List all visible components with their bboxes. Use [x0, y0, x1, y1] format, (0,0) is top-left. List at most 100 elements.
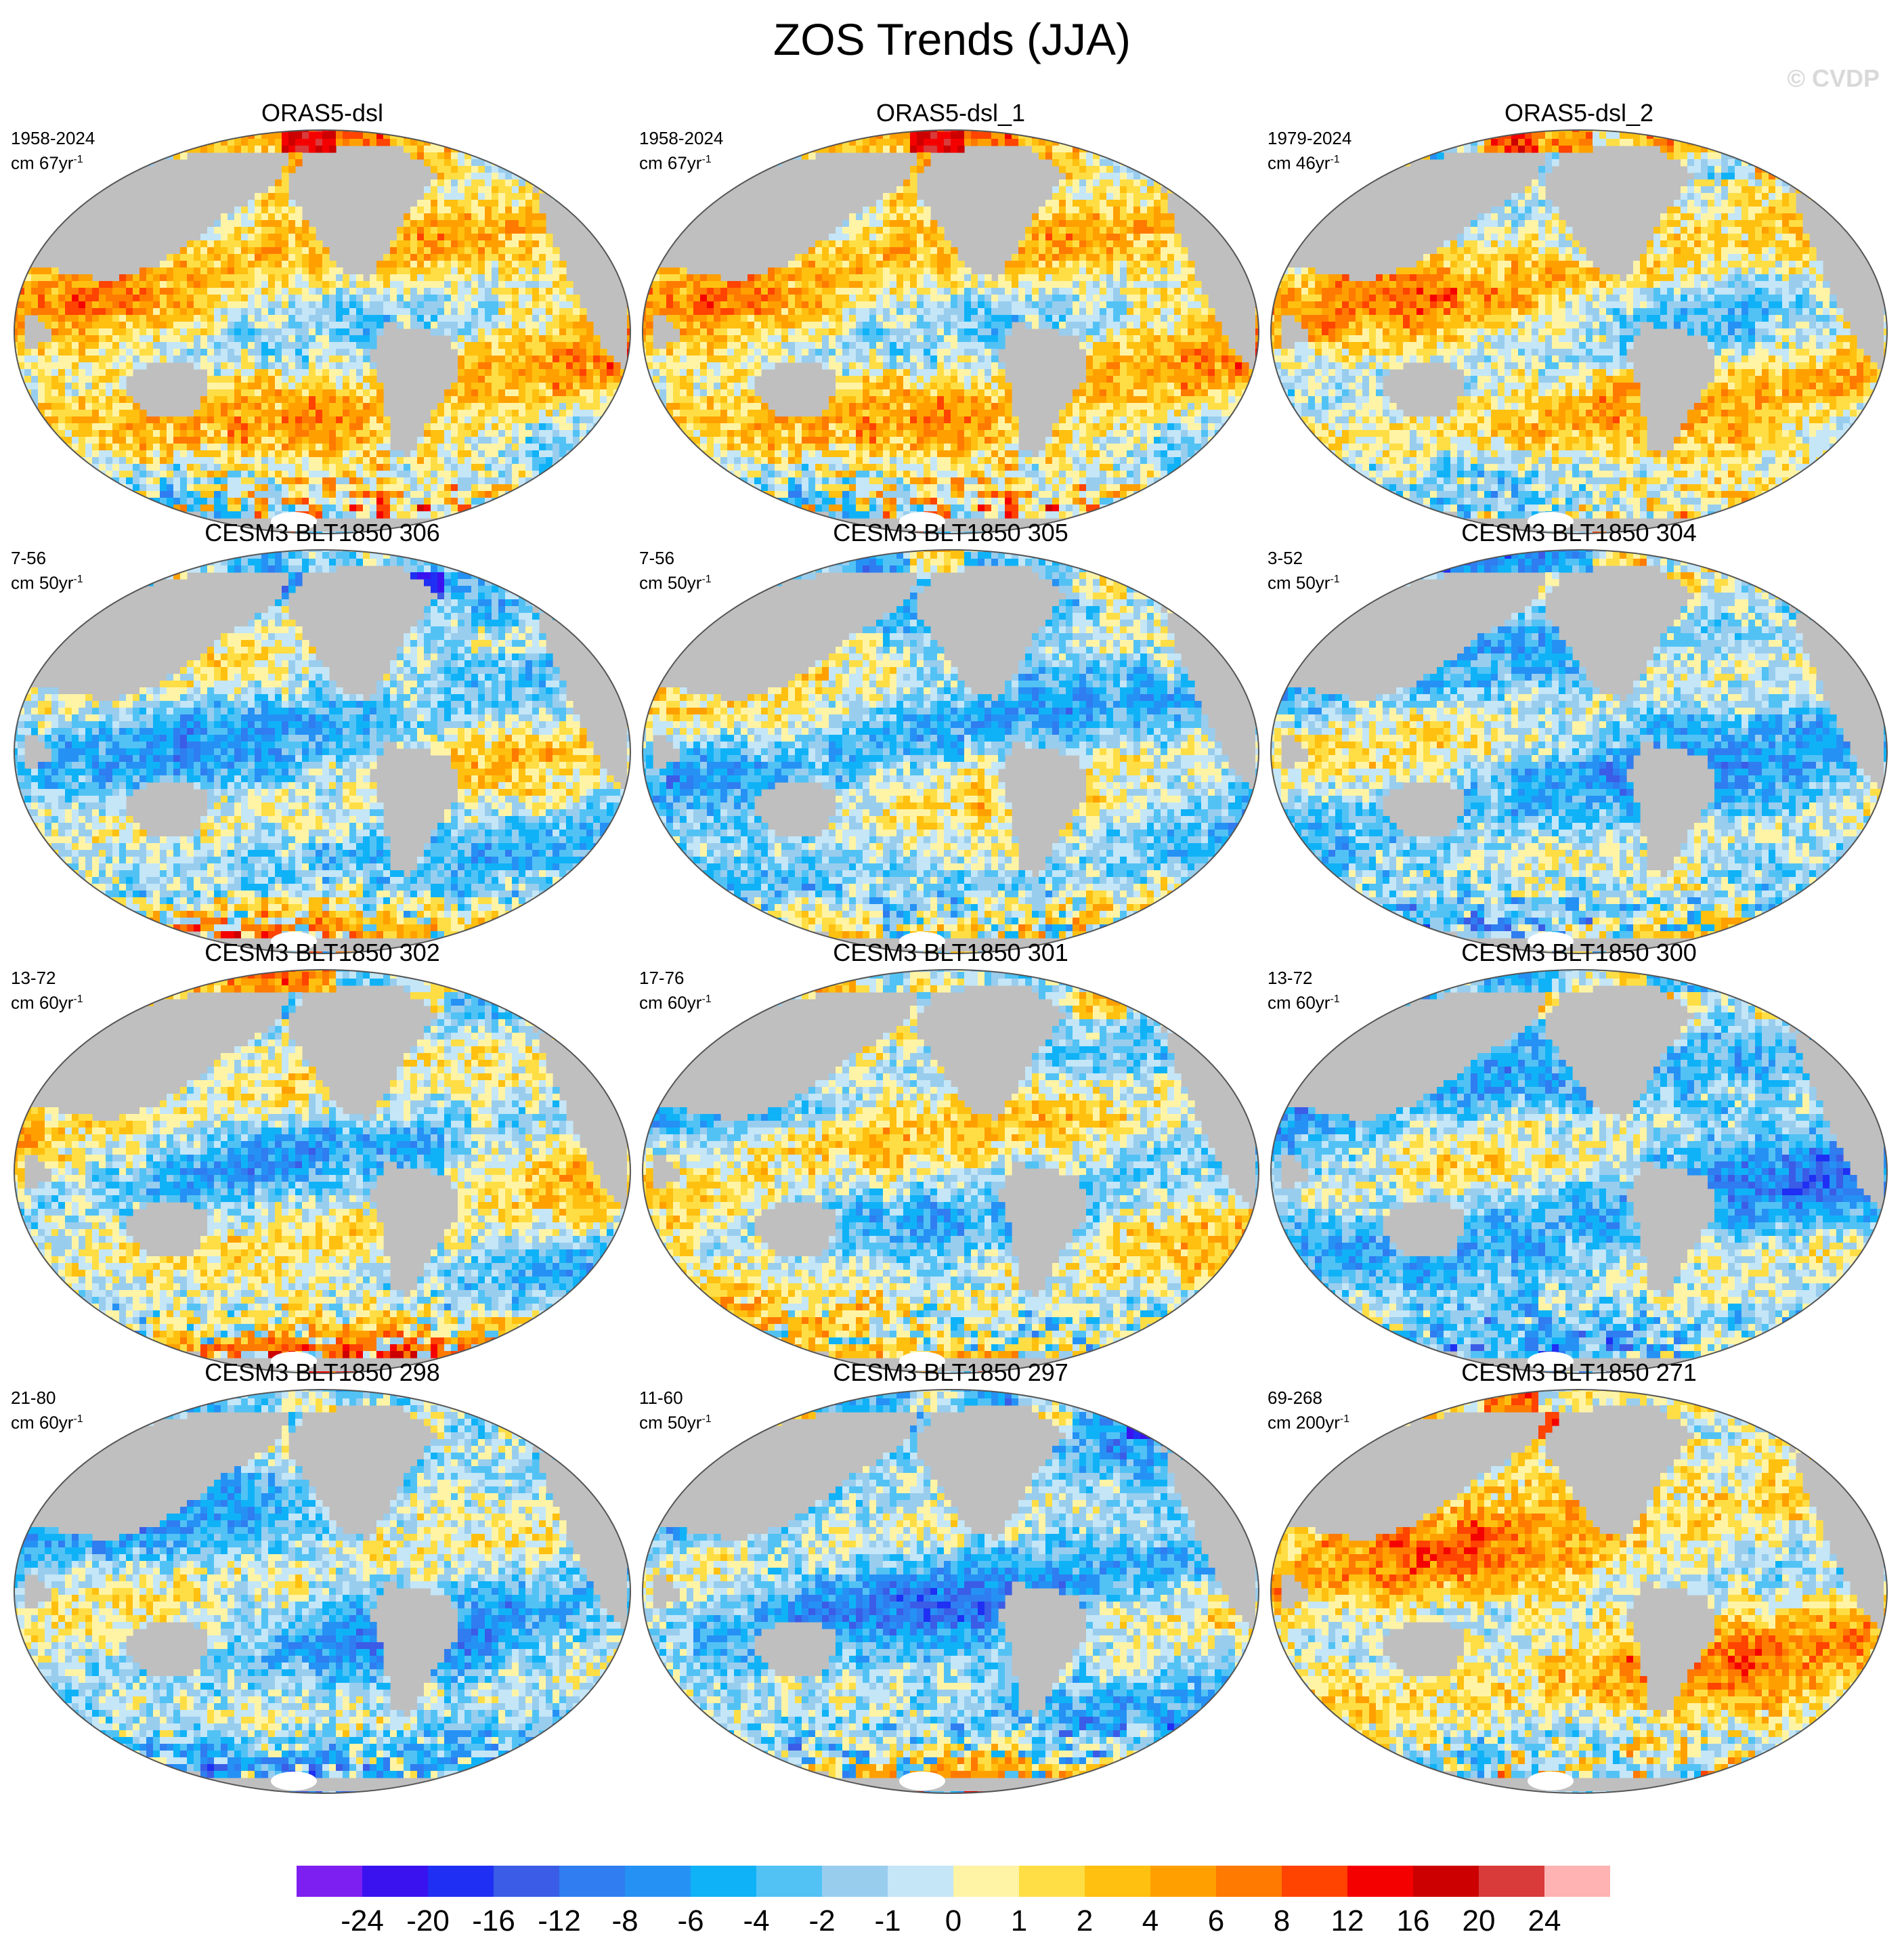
ocean-cell	[322, 315, 330, 322]
ocean-cell	[478, 491, 485, 498]
ocean-cell	[221, 505, 228, 512]
ocean-cell	[492, 383, 499, 390]
ocean-cell	[349, 356, 357, 363]
ocean-cell	[1194, 281, 1202, 288]
ocean-cell	[1100, 234, 1107, 241]
ocean-cell	[573, 416, 580, 424]
ocean-cell	[471, 457, 479, 465]
ocean-cell	[553, 301, 560, 309]
ocean-cell	[944, 132, 951, 140]
ocean-cell	[808, 281, 816, 288]
ocean-cell	[180, 328, 188, 336]
ocean-cell	[38, 403, 45, 410]
ocean-cell	[471, 322, 479, 329]
ocean-cell	[343, 369, 350, 377]
ocean-cell	[309, 139, 316, 146]
ocean-cell	[525, 423, 533, 431]
ocean-cell	[356, 450, 364, 458]
ocean-cell	[329, 484, 337, 492]
ocean-cell	[930, 274, 938, 282]
ocean-cell	[112, 288, 120, 295]
ocean-cell	[978, 274, 985, 282]
ocean-cell	[241, 274, 248, 282]
ocean-cell	[329, 132, 337, 140]
ocean-cell	[937, 301, 945, 309]
ocean-cell	[856, 247, 863, 255]
panel-title: ORAS5-dsl_1	[639, 98, 1262, 128]
ocean-cell	[1100, 254, 1107, 261]
ocean-cell	[295, 159, 303, 167]
ocean-cell	[951, 267, 958, 275]
ocean-cell	[275, 437, 282, 444]
ocean-cell	[268, 376, 276, 383]
ocean-cell	[1066, 274, 1073, 282]
ocean-cell	[370, 498, 377, 505]
ocean-cell	[397, 267, 404, 275]
ocean-cell	[275, 335, 282, 343]
ocean-cell	[322, 498, 330, 505]
ocean-cell	[302, 254, 309, 261]
ocean-cell	[863, 240, 870, 248]
ocean-cell	[478, 186, 485, 194]
ocean-cell	[221, 416, 228, 424]
ocean-cell	[539, 288, 546, 295]
ocean-cell	[890, 261, 897, 268]
ocean-cell	[133, 416, 140, 424]
ocean-cell	[309, 464, 316, 471]
ocean-cell	[133, 301, 140, 309]
ocean-cell	[261, 389, 269, 397]
ocean-cell	[700, 301, 708, 309]
ocean-cell	[153, 315, 160, 322]
ocean-cell	[343, 498, 350, 505]
ocean-cell	[302, 227, 309, 234]
ocean-cell	[903, 139, 911, 146]
ocean-cell	[228, 437, 235, 444]
ocean-cell	[383, 444, 391, 451]
ocean-cell	[519, 362, 526, 370]
ocean-cell	[1018, 240, 1026, 248]
ocean-cell	[268, 437, 276, 444]
ocean-cell	[573, 396, 580, 404]
ocean-cell	[478, 281, 485, 288]
ocean-cell	[991, 349, 999, 356]
ocean-cell	[356, 274, 364, 282]
ocean-cell	[349, 464, 357, 471]
ocean-cell	[363, 281, 370, 288]
ocean-cell	[282, 362, 289, 370]
ocean-cell	[788, 322, 796, 329]
ocean-cell	[180, 261, 188, 268]
ocean-cell	[788, 274, 796, 282]
ocean-cell	[553, 322, 560, 329]
ocean-cell	[1201, 322, 1209, 329]
ocean-cell	[309, 498, 316, 505]
ocean-cell	[322, 356, 330, 363]
ocean-cell	[275, 234, 282, 241]
ocean-cell	[356, 464, 364, 471]
ocean-cell	[444, 450, 452, 458]
ocean-cell	[390, 471, 397, 478]
ocean-cell	[173, 477, 181, 485]
ocean-cell	[1106, 173, 1114, 180]
ocean-cell	[492, 281, 499, 288]
ocean-cell	[417, 301, 425, 309]
ocean-cell	[234, 430, 242, 437]
ocean-cell	[951, 308, 958, 316]
ocean-cell	[376, 491, 384, 498]
ocean-cell	[1120, 274, 1127, 282]
ocean-cell	[754, 322, 762, 329]
ocean-cell	[539, 322, 546, 329]
ocean-cell	[85, 437, 93, 444]
ocean-cell	[58, 315, 66, 322]
ocean-cell	[1133, 315, 1141, 322]
ocean-cell	[228, 234, 235, 241]
ocean-cell	[1181, 267, 1188, 275]
ocean-cell	[808, 315, 816, 322]
ocean-cell	[200, 403, 208, 410]
ocean-cell	[1073, 288, 1080, 295]
ocean-cell	[1100, 207, 1107, 214]
ocean-cell	[194, 322, 201, 329]
ocean-cell	[971, 288, 978, 295]
ocean-cell	[849, 315, 857, 322]
ocean-cell	[498, 471, 506, 478]
ocean-cell	[363, 484, 370, 492]
